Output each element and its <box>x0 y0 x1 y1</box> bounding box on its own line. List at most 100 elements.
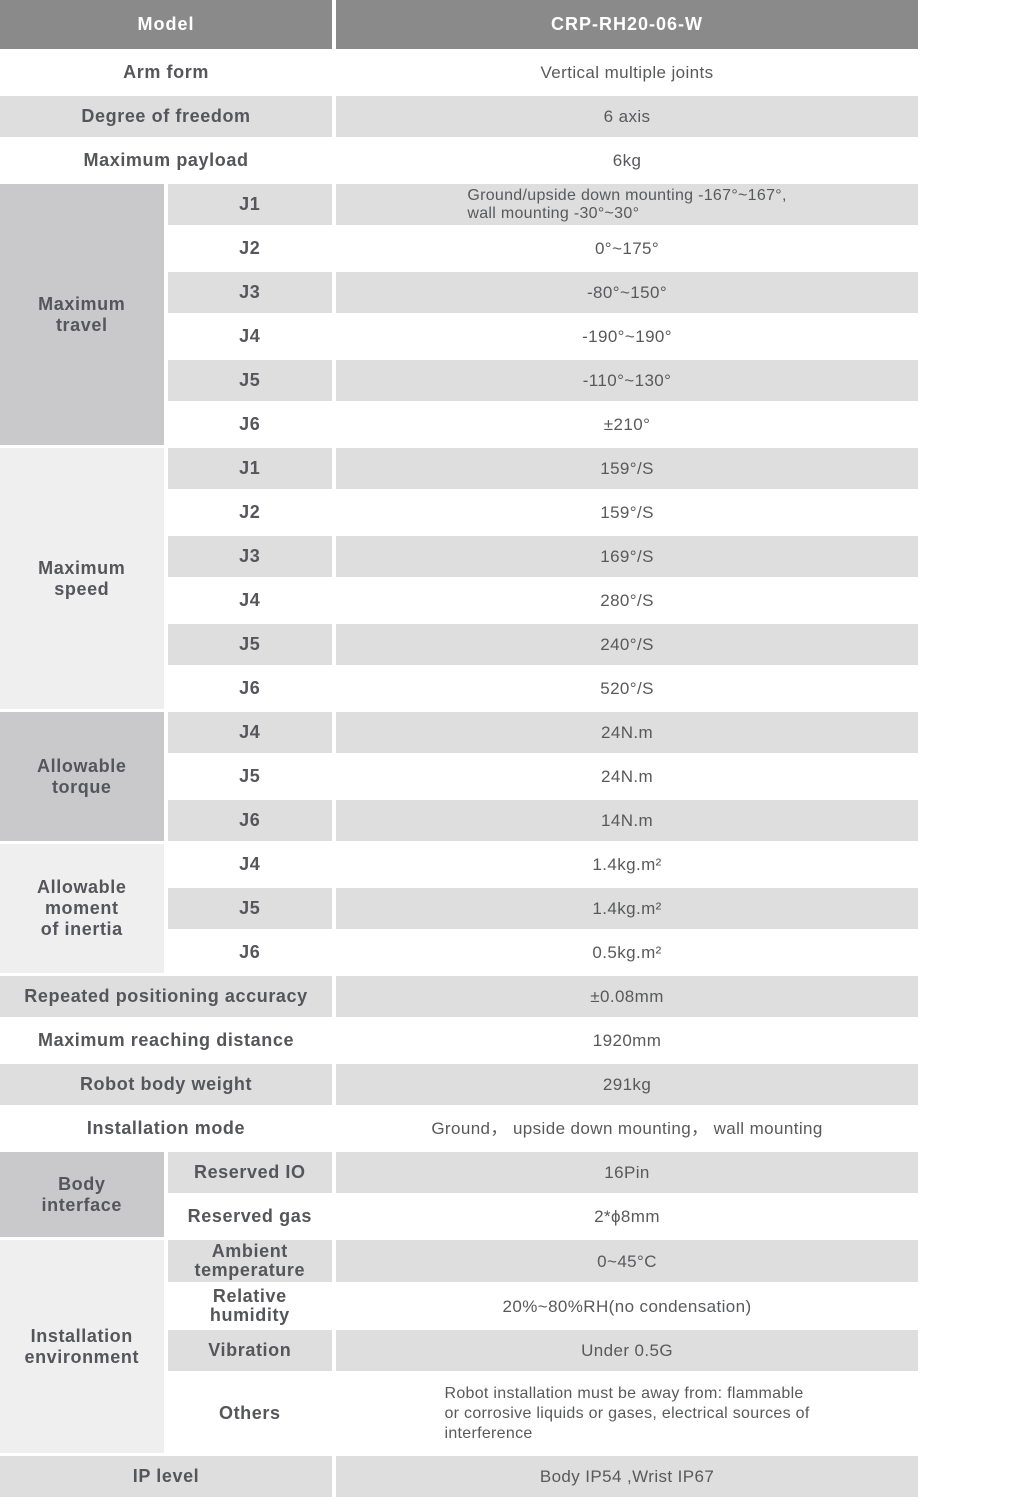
joint-label: J3 <box>167 536 333 577</box>
row-value: 20%~80%RH(no condensation) <box>336 1285 918 1327</box>
row-value: 291kg <box>336 1064 918 1105</box>
joint-label: J5 <box>167 756 333 797</box>
row-label: Maximum payload <box>0 140 333 181</box>
row-value: 24N.m <box>336 756 918 797</box>
row-speed-j4: J4 280°/S <box>0 580 918 621</box>
sub-label: Reserved IO <box>167 1152 333 1193</box>
row-value: 159°/S <box>336 448 918 489</box>
row-torque-j4: Allowable torque J4 24N.m <box>0 712 918 841</box>
row-travel-j1: Maximum travel J1 Ground/upside down mou… <box>0 184 918 445</box>
row-value: -110°~130° <box>336 360 918 401</box>
row-torque-j6: J6 14N.m <box>0 800 918 841</box>
joint-label: J1 <box>167 184 333 225</box>
sub-label: Vibration <box>167 1330 333 1371</box>
sub-label: Others <box>167 1374 333 1453</box>
row-advantage-features: Advantage features Compact structure, hi… <box>0 1500 918 1508</box>
row-ambient-temperature: Installation environment Ambient tempera… <box>0 1240 918 1453</box>
joint-label: J5 <box>167 888 333 929</box>
joint-label: J4 <box>167 712 333 753</box>
row-value: -80°~150° <box>336 272 918 313</box>
row-value: 159°/S <box>336 492 918 533</box>
row-installation-mode: Installation mode Ground， upside down mo… <box>0 1108 918 1149</box>
row-inertia-j6: J6 0.5kg.m² <box>0 932 918 973</box>
model-header-value: CRP-RH20-06-W <box>336 0 918 49</box>
row-others: Others Robot installation must be away f… <box>0 1374 918 1453</box>
row-value: 0.5kg.m² <box>336 932 918 973</box>
table-header-row: Model CRP-RH20-06-W <box>0 0 918 49</box>
joint-label: J6 <box>167 800 333 841</box>
joint-label: J6 <box>167 668 333 709</box>
row-value: 6 axis <box>336 96 918 137</box>
row-travel-j5: J5 -110°~130° <box>0 360 918 401</box>
row-value: Body IP54 ,Wrist IP67 <box>336 1456 918 1497</box>
row-value: Under 0.5G <box>336 1330 918 1371</box>
row-inertia-j4: Allowable moment of inertia J4 1.4kg.m² <box>0 844 918 973</box>
row-label: Robot body weight <box>0 1064 333 1105</box>
row-value: 24N.m <box>336 712 918 753</box>
joint-label: J1 <box>167 448 333 489</box>
row-value: 2*ϕ8mm <box>336 1196 918 1237</box>
row-speed-j1: Maximum speed J1 159°/S <box>0 448 918 709</box>
group-label-body-interface: Body interface <box>0 1152 164 1237</box>
row-label: IP level <box>0 1456 333 1497</box>
row-inertia-j5: J5 1.4kg.m² <box>0 888 918 929</box>
sub-label: Ambient temperature <box>167 1240 333 1282</box>
row-value: 280°/S <box>336 580 918 621</box>
row-value: 169°/S <box>336 536 918 577</box>
joint-label: J2 <box>167 228 333 269</box>
group-label-maximum-travel: Maximum travel <box>0 184 164 445</box>
group-label-maximum-speed: Maximum speed <box>0 448 164 709</box>
joint-label: J6 <box>167 404 333 445</box>
row-relative-humidity: Relative humidity 20%~80%RH(no condensat… <box>0 1285 918 1327</box>
row-travel-j2: J2 0°~175° <box>0 228 918 269</box>
row-maximum-payload: Maximum payload 6kg <box>0 140 918 181</box>
row-label: Repeated positioning accuracy <box>0 976 333 1017</box>
row-value: 0~45°C <box>336 1240 918 1282</box>
row-repeated-positioning-accuracy: Repeated positioning accuracy ±0.08mm <box>0 976 918 1017</box>
row-value: Ground， upside down mounting， wall mount… <box>336 1108 918 1149</box>
row-value: 0°~175° <box>336 228 918 269</box>
sub-label: Reserved gas <box>167 1196 333 1237</box>
group-label-installation-environment: Installation environment <box>0 1240 164 1453</box>
group-label-moment-of-inertia: Allowable moment of inertia <box>0 844 164 973</box>
row-arm-form: Arm form Vertical multiple joints <box>0 52 918 93</box>
row-value: Robot installation must be away from: fl… <box>336 1374 918 1453</box>
row-value: 1920mm <box>336 1020 918 1061</box>
row-value: 6kg <box>336 140 918 181</box>
row-reserved-gas: Reserved gas 2*ϕ8mm <box>0 1196 918 1237</box>
row-degree-of-freedom: Degree of freedom 6 axis <box>0 96 918 137</box>
row-travel-j3: J3 -80°~150° <box>0 272 918 313</box>
row-label: Advantage features <box>0 1500 333 1508</box>
row-robot-body-weight: Robot body weight 291kg <box>0 1064 918 1105</box>
row-value: 240°/S <box>336 624 918 665</box>
robot-spec-table: Model CRP-RH20-06-W Arm form Vertical mu… <box>0 0 918 1508</box>
row-torque-j5: J5 24N.m <box>0 756 918 797</box>
joint-label: J5 <box>167 360 333 401</box>
row-speed-j5: J5 240°/S <box>0 624 918 665</box>
row-label: Installation mode <box>0 1108 333 1149</box>
row-label: Arm form <box>0 52 333 93</box>
row-value: 1.4kg.m² <box>336 844 918 885</box>
joint-label: J4 <box>167 844 333 885</box>
row-travel-j6: J6 ±210° <box>0 404 918 445</box>
joint-label: J5 <box>167 624 333 665</box>
row-value: Ground/upside down mounting -167°~167°, … <box>336 184 918 225</box>
row-value: 14N.m <box>336 800 918 841</box>
row-value: ±0.08mm <box>336 976 918 1017</box>
joint-label: J4 <box>167 580 333 621</box>
sub-label: Relative humidity <box>167 1285 333 1327</box>
row-value: 16Pin <box>336 1152 918 1193</box>
joint-label: J4 <box>167 316 333 357</box>
row-speed-j6: J6 520°/S <box>0 668 918 709</box>
row-speed-j3: J3 169°/S <box>0 536 918 577</box>
joint-label: J6 <box>167 932 333 973</box>
row-value: -190°~190° <box>336 316 918 357</box>
row-speed-j2: J2 159°/S <box>0 492 918 533</box>
row-value: Compact structure, high speed, high prec… <box>336 1500 918 1508</box>
row-value: 1.4kg.m² <box>336 888 918 929</box>
row-value: 520°/S <box>336 668 918 709</box>
joint-label: J2 <box>167 492 333 533</box>
row-travel-j4: J4 -190°~190° <box>0 316 918 357</box>
row-label: Maximum reaching distance <box>0 1020 333 1061</box>
